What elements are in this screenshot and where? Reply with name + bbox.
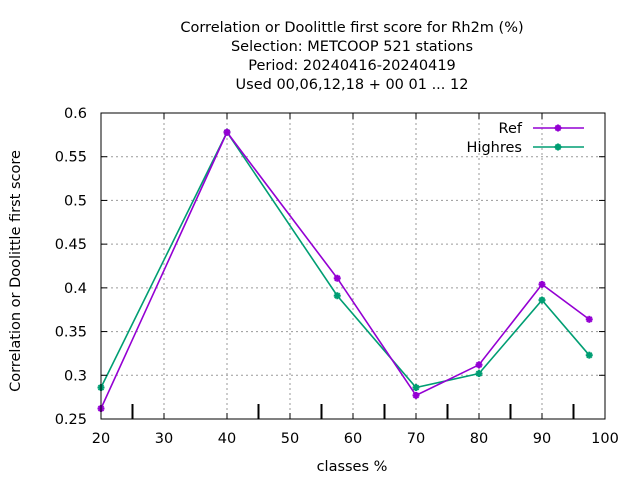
x-tick-label: 60 [344,431,362,447]
marker-dot [555,125,561,131]
class-boundary-marks [131,404,575,419]
legend-marker [554,124,562,132]
marker-dot [587,317,592,322]
x-tick-label: 20 [92,431,110,447]
y-tick-label: 0.55 [55,150,87,166]
x-tick-label: 70 [407,431,425,447]
axis-ticks [100,112,606,420]
series-ref [97,128,593,413]
y-tick-label: 0.5 [64,193,87,209]
y-tick-label: 0.25 [55,412,87,428]
y-tick-label: 0.35 [55,325,87,341]
marker-dot [587,352,592,358]
y-tick-label: 0.3 [64,368,87,384]
title-line-3: Period: 20240416-20240419 [248,58,456,74]
y-tick-label: 0.4 [64,281,87,297]
data-point [475,361,483,369]
marker-dot [335,293,340,298]
marker-dot [539,282,545,287]
marker-dot [539,297,545,303]
grid-lines [101,113,605,419]
marker-dot [413,393,419,398]
marker-dot [224,130,230,135]
data-point [223,128,231,136]
x-tick-label: 30 [155,431,173,447]
series-layer [97,128,593,413]
legend-label: Highres [467,140,522,156]
x-tick-label: 100 [591,431,619,447]
y-tick-label: 0.6 [64,106,87,122]
data-point [585,315,593,323]
title-line-1: Correlation or Doolittle first score for… [180,20,523,36]
series-line [100,130,590,409]
data-point [412,384,420,392]
legend-label: Ref [499,121,523,137]
title-line-2: Selection: METCOOP 521 stations [231,39,473,55]
legend-item-ref: Ref [499,121,584,137]
legend-item-highres: Highres [467,140,584,156]
x-tick-label: 50 [281,431,299,447]
data-point [538,280,546,288]
data-point [585,351,593,359]
x-tick-label: 90 [533,431,551,447]
x-tick-labels: 20 30 40 50 60 70 80 90 100 [92,431,619,447]
legend: Ref Highres [467,121,584,156]
y-tick-label: 0.45 [55,237,87,253]
data-point [333,292,341,300]
data-point [475,370,483,378]
marker-dot [476,371,482,376]
marker-dot [413,385,419,390]
data-point [333,274,341,282]
marker-dot [335,276,340,281]
y-axis-label: Correlation or Doolittle first score [8,150,24,392]
marker-dot [476,362,482,367]
data-point [412,391,420,399]
series-line [100,130,590,389]
legend-marker [554,143,562,151]
chart-title: Correlation or Doolittle first score for… [180,20,523,93]
data-point [538,296,546,304]
x-tick-label: 80 [470,431,488,447]
y-tick-labels: 0.25 0.3 0.35 0.4 0.45 0.5 0.55 0.6 [55,106,87,428]
marker-dot [555,144,561,150]
x-tick-label: 40 [218,431,236,447]
series-highres [97,128,593,392]
x-axis-label: classes % [317,459,388,475]
title-line-4: Used 00,06,12,18 + 00 01 ... 12 [236,77,469,93]
